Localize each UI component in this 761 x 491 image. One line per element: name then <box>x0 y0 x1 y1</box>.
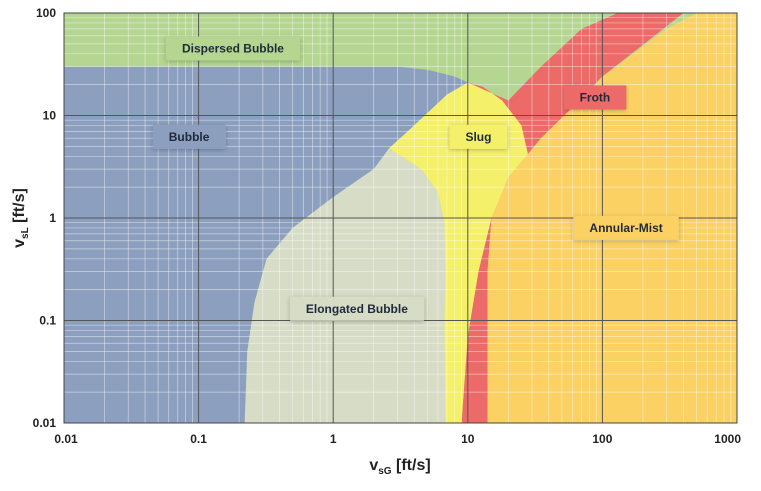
region-labels: Dispersed Bubble Bubble Elongated Bubble Sl… <box>152 36 679 321</box>
region-label-box <box>152 124 226 149</box>
region-label-text: Annular-Mist <box>589 221 662 235</box>
region-label-text: Elongated Bubble <box>306 302 408 316</box>
region-slug <box>389 82 528 423</box>
region-label-box <box>449 124 508 149</box>
region-label-annular-mist: Annular-Mist <box>573 215 679 240</box>
x-axis-title-sub: sG <box>378 466 392 477</box>
y-axis-title-unit: [ft/s] <box>11 188 28 227</box>
region-label-elongated-bubble: Elongated Bubble <box>289 296 425 321</box>
x-axis-title-main: v <box>369 457 378 474</box>
y-tick-label: 0.1 <box>39 314 56 328</box>
x-axis-title-unit: [ft/s] <box>392 457 431 474</box>
y-tick-label: 100 <box>36 6 56 20</box>
x-tick-label: 0.01 <box>54 432 78 446</box>
region-bubble <box>64 66 468 423</box>
region-label-dispersed-bubble: Dispersed Bubble <box>165 36 301 61</box>
x-axis-tick-labels: 0.01 0.1 1 10 100 1000 <box>54 432 741 446</box>
x-tick-label: 10 <box>461 432 475 446</box>
region-label-text: Dispersed Bubble <box>182 42 284 56</box>
x-tick-label: 1000 <box>714 432 741 446</box>
region-label-box <box>563 85 627 110</box>
y-tick-label: 0.01 <box>33 416 57 430</box>
y-tick-label: 1 <box>49 211 56 225</box>
x-tick-label: 100 <box>592 432 612 446</box>
x-tick-label: 0.1 <box>190 432 207 446</box>
y-axis-title-main: v <box>11 239 28 248</box>
region-label-text: Slug <box>465 130 491 144</box>
y-tick-label: 10 <box>43 109 57 123</box>
region-label-froth: Froth <box>563 85 627 110</box>
region-label-box <box>165 36 301 61</box>
y-axis-title-sub: sL <box>20 227 31 239</box>
y-axis-tick-labels: 0.01 0.1 1 10 100 <box>33 6 57 430</box>
y-axis-title: vsL [ft/s] <box>11 188 31 248</box>
plot-frame <box>63 12 738 424</box>
region-label-slug: Slug <box>449 124 508 149</box>
region-elongated-bubble <box>244 148 446 423</box>
region-label-box <box>573 215 679 240</box>
x-tick-label: 1 <box>330 432 337 446</box>
region-label-text: Froth <box>580 90 611 104</box>
region-label-box <box>289 296 425 321</box>
region-label-text: Bubble <box>169 130 210 144</box>
region-label-bubble: Bubble <box>152 124 226 149</box>
x-axis-title: vsG [ft/s] <box>369 457 430 477</box>
